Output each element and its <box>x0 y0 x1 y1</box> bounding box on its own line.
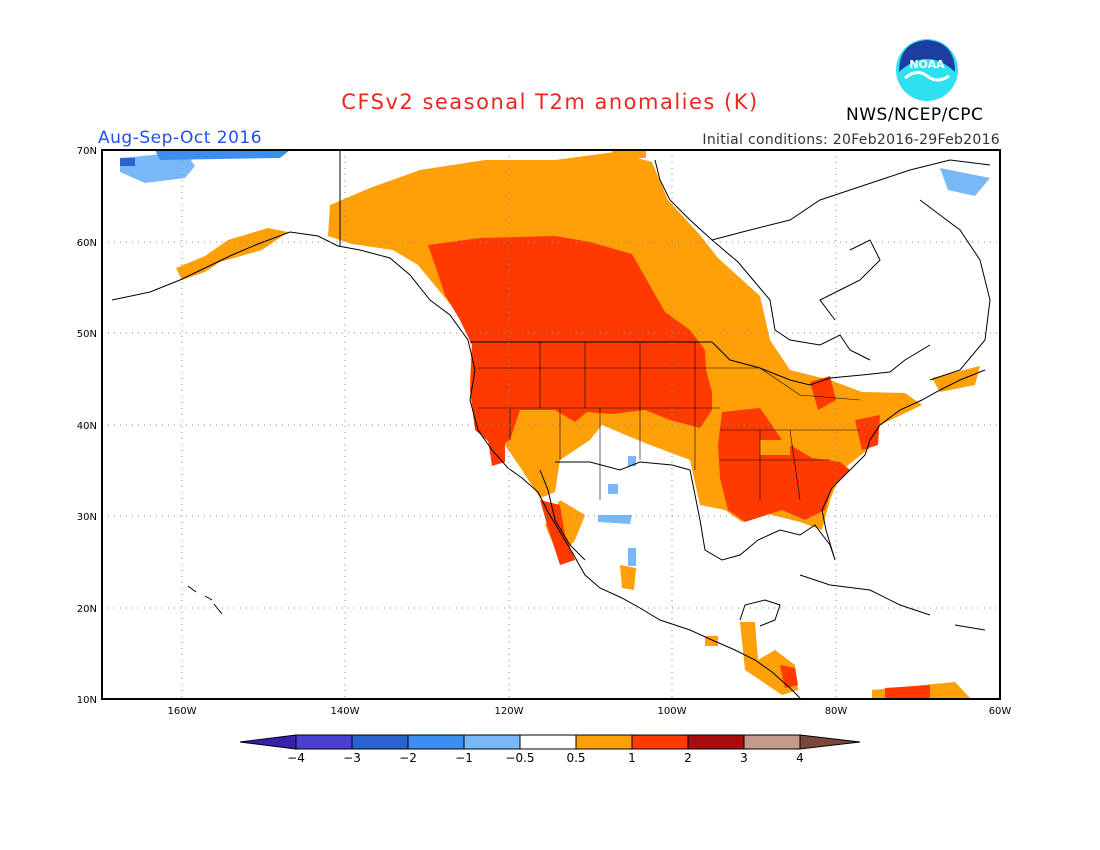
lat-label: 10N <box>77 695 97 706</box>
coastlines <box>111 150 991 699</box>
lon-axis: 160W 140W 120W 100W 80W 60W <box>168 706 1012 717</box>
lat-label: 70N <box>77 146 97 157</box>
lat-label: 30N <box>77 512 97 523</box>
page-title: CFSv2 seasonal T2m anomalies (K) <box>341 90 759 114</box>
lat-label: 60N <box>77 238 97 249</box>
state-borders <box>478 342 861 501</box>
lat-label: 40N <box>77 421 97 432</box>
lon-label: 100W <box>658 706 687 717</box>
noaa-logo: NOAA <box>896 39 958 101</box>
lon-label: 160W <box>168 706 197 717</box>
anomaly-fields <box>120 150 990 698</box>
lon-label: 140W <box>331 706 360 717</box>
lon-label: 80W <box>825 706 848 717</box>
noaa-logo-text: NOAA <box>909 58 945 71</box>
lat-axis: 10N 20N 30N 40N 50N 60N 70N <box>77 146 97 706</box>
lon-label: 60W <box>989 706 1012 717</box>
lat-label: 20N <box>77 604 97 615</box>
map-frame <box>101 149 1001 700</box>
cold-anomaly-southwest <box>598 456 636 566</box>
lat-label: 50N <box>77 329 97 340</box>
initial-conditions-label: Initial conditions: 20Feb2016-29Feb2016 <box>702 132 1000 148</box>
lon-label: 120W <box>495 706 524 717</box>
cold-anomaly-arctic <box>120 150 990 196</box>
agency-label: NWS/NCEP/CPC <box>846 105 984 125</box>
season-label: Aug-Sep-Oct 2016 <box>98 128 263 148</box>
